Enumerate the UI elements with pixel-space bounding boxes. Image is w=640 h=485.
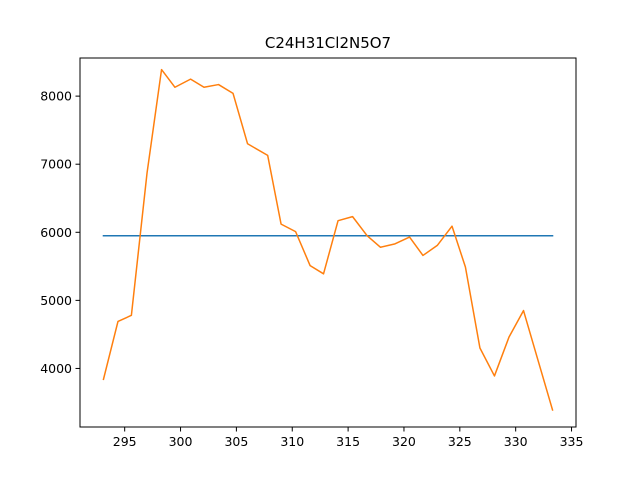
x-tick-label-7: 330 <box>504 434 528 449</box>
x-tick-label-4: 315 <box>336 434 360 449</box>
x-tick-label-1: 300 <box>169 434 193 449</box>
y-tick-label-0: 4000 <box>40 361 72 376</box>
x-tick-label-3: 310 <box>280 434 304 449</box>
y-tick-label-2: 6000 <box>40 225 72 240</box>
x-tick-label-0: 295 <box>113 434 137 449</box>
x-axis: 295 300 305 310 315 320 325 330 335 <box>113 427 584 449</box>
series-line-1 <box>102 68 554 411</box>
y-tick-label-3: 7000 <box>40 157 72 172</box>
chart-title: C24H31Cl2N5O7 <box>265 34 391 52</box>
x-tick-label-8: 335 <box>560 434 584 449</box>
y-axis: 4000 5000 6000 7000 8000 <box>40 89 80 376</box>
y-tick-label-1: 5000 <box>40 293 72 308</box>
y-tick-label-4: 8000 <box>40 89 72 104</box>
plot-series <box>102 68 554 411</box>
x-tick-label-6: 325 <box>448 434 472 449</box>
x-tick-label-5: 320 <box>392 434 416 449</box>
x-tick-label-2: 305 <box>224 434 248 449</box>
plot-area-frame <box>79 57 577 428</box>
